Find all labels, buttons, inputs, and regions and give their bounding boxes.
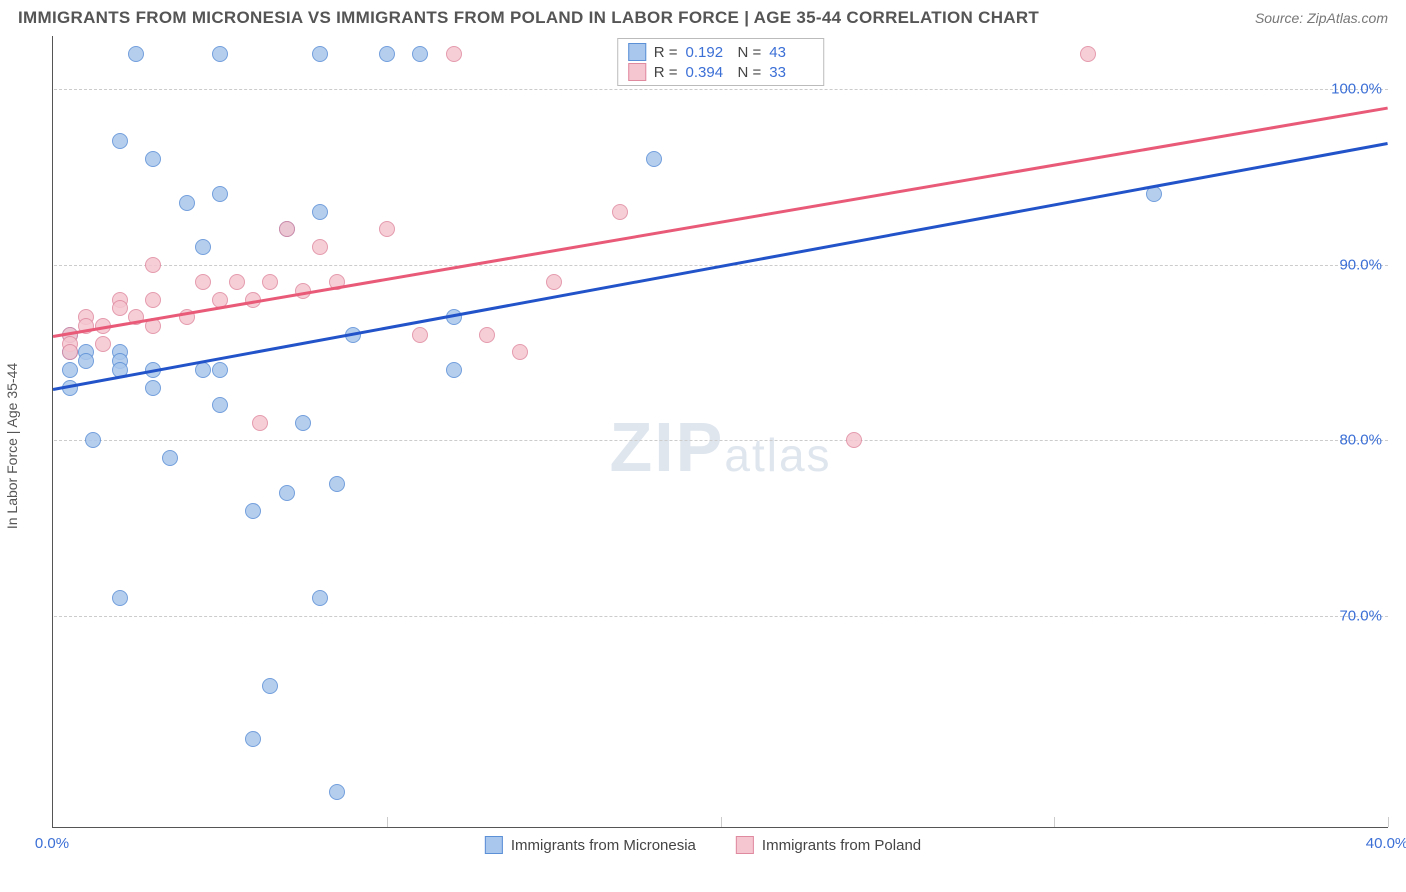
gridline: [387, 817, 388, 827]
y-tick-label: 100.0%: [1331, 80, 1382, 97]
data-point: [229, 274, 245, 290]
series-swatch: [485, 836, 503, 854]
data-point: [245, 503, 261, 519]
data-point: [312, 204, 328, 220]
data-point: [62, 362, 78, 378]
data-point: [379, 221, 395, 237]
series-swatch: [628, 43, 646, 61]
data-point: [379, 46, 395, 62]
data-point: [262, 274, 278, 290]
data-point: [546, 274, 562, 290]
data-point: [295, 415, 311, 431]
data-point: [145, 151, 161, 167]
x-tick-label: 0.0%: [35, 835, 69, 852]
series-legend: Immigrants from Micronesia Immigrants fr…: [485, 836, 921, 854]
data-point: [62, 344, 78, 360]
data-point: [162, 450, 178, 466]
data-point: [245, 731, 261, 747]
gridline: [1388, 817, 1389, 827]
trend-line: [53, 106, 1388, 337]
data-point: [145, 292, 161, 308]
data-point: [512, 344, 528, 360]
data-point: [312, 46, 328, 62]
data-point: [112, 300, 128, 316]
gridline: [721, 817, 722, 827]
series-swatch: [628, 63, 646, 81]
data-point: [329, 784, 345, 800]
legend-row: R = 0.394 N = 33: [628, 62, 814, 82]
trend-line: [53, 141, 1388, 390]
data-point: [312, 590, 328, 606]
data-point: [329, 476, 345, 492]
correlation-legend: R = 0.192 N = 43 R = 0.394 N = 33: [617, 38, 825, 86]
data-point: [212, 397, 228, 413]
chart-container: In Labor Force | Age 35-44 ZIPatlas R = …: [18, 36, 1388, 856]
data-point: [262, 678, 278, 694]
plot-area: ZIPatlas R = 0.192 N = 43 R = 0.394 N = …: [52, 36, 1388, 828]
gridline: [1054, 817, 1055, 827]
data-point: [112, 133, 128, 149]
data-point: [646, 151, 662, 167]
data-point: [479, 327, 495, 343]
data-point: [252, 415, 268, 431]
data-point: [195, 239, 211, 255]
data-point: [846, 432, 862, 448]
y-tick-label: 70.0%: [1339, 608, 1382, 625]
y-axis-label: In Labor Force | Age 35-44: [4, 363, 20, 529]
data-point: [145, 380, 161, 396]
data-point: [78, 353, 94, 369]
data-point: [212, 362, 228, 378]
data-point: [412, 46, 428, 62]
legend-item: Immigrants from Poland: [736, 836, 921, 854]
series-swatch: [736, 836, 754, 854]
gridline: [54, 616, 1388, 617]
data-point: [195, 274, 211, 290]
data-point: [145, 257, 161, 273]
data-point: [446, 362, 462, 378]
y-tick-label: 80.0%: [1339, 432, 1382, 449]
data-point: [612, 204, 628, 220]
data-point: [128, 46, 144, 62]
data-point: [1080, 46, 1096, 62]
data-point: [112, 590, 128, 606]
gridline: [54, 440, 1388, 441]
data-point: [212, 46, 228, 62]
data-point: [179, 195, 195, 211]
data-point: [279, 221, 295, 237]
data-point: [446, 46, 462, 62]
source-attribution: Source: ZipAtlas.com: [1255, 10, 1388, 26]
data-point: [1146, 186, 1162, 202]
gridline: [54, 89, 1388, 90]
x-tick-label: 40.0%: [1366, 835, 1406, 852]
data-point: [85, 432, 101, 448]
chart-title: IMMIGRANTS FROM MICRONESIA VS IMMIGRANTS…: [18, 8, 1039, 28]
data-point: [312, 239, 328, 255]
data-point: [279, 485, 295, 501]
data-point: [95, 336, 111, 352]
y-tick-label: 90.0%: [1339, 256, 1382, 273]
legend-row: R = 0.192 N = 43: [628, 42, 814, 62]
data-point: [212, 186, 228, 202]
watermark: ZIPatlas: [609, 407, 831, 487]
data-point: [412, 327, 428, 343]
legend-item: Immigrants from Micronesia: [485, 836, 696, 854]
data-point: [195, 362, 211, 378]
